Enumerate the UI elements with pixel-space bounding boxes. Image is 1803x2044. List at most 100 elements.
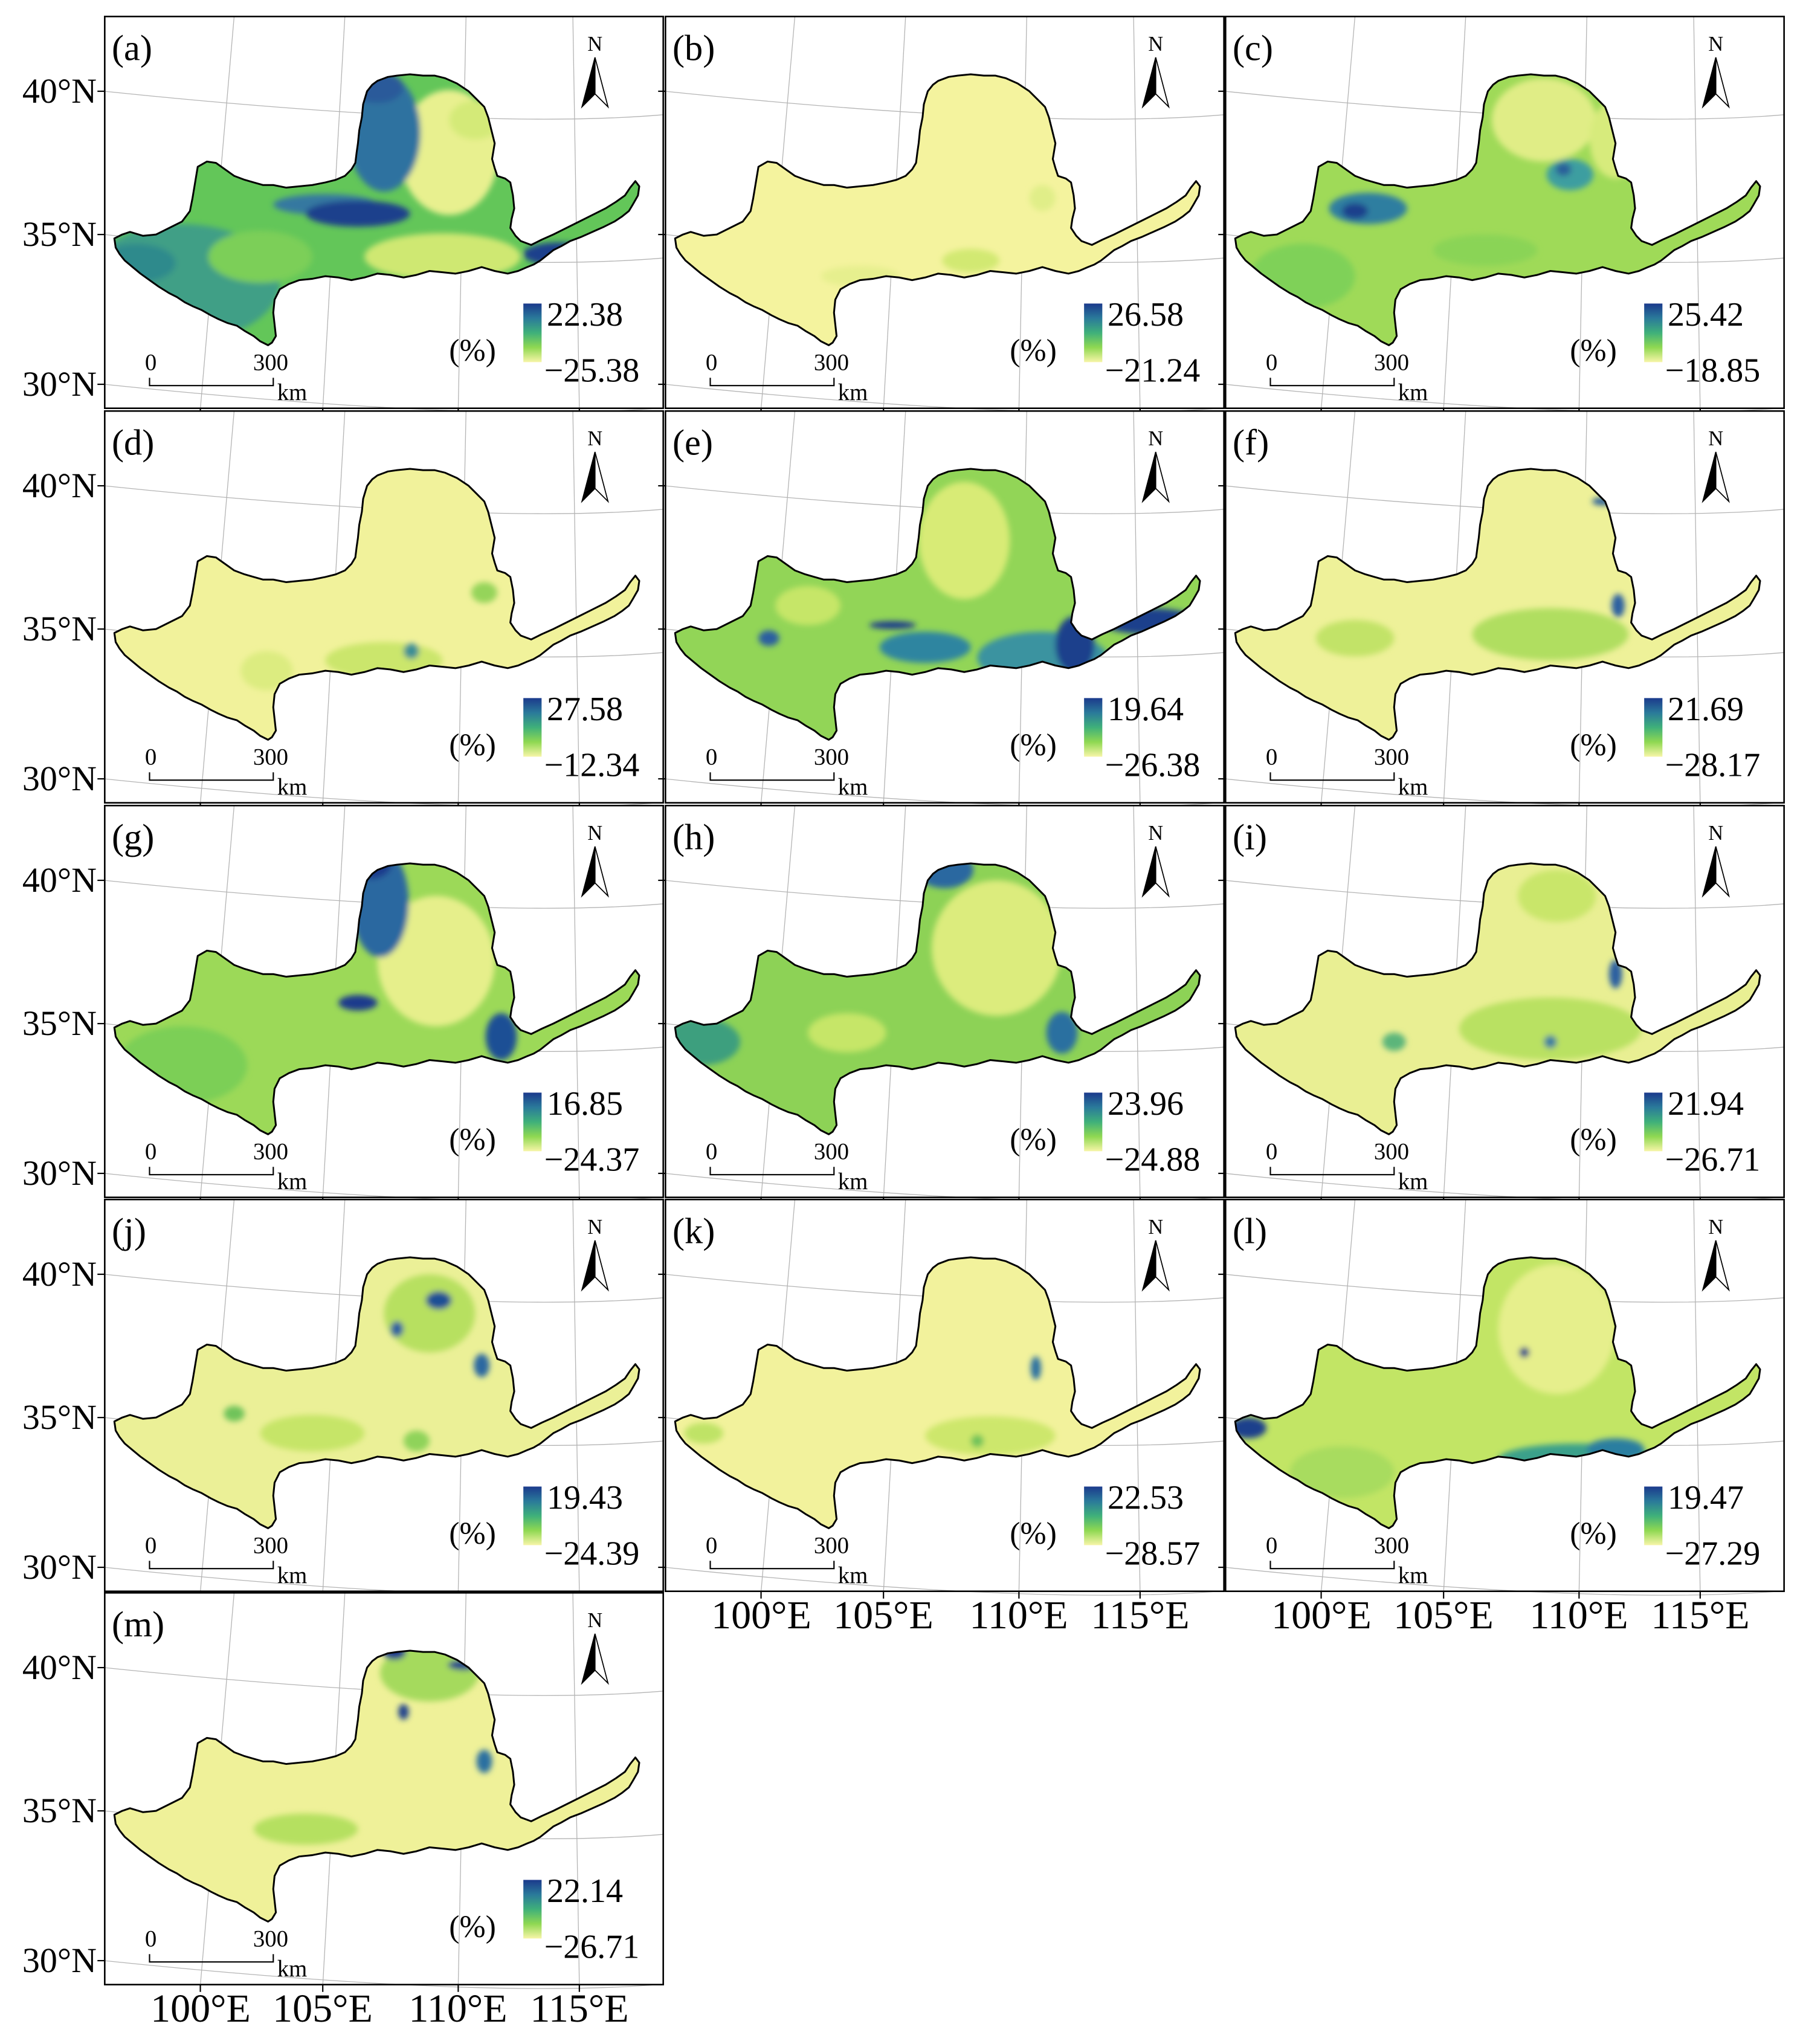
basin-boundary — [674, 1256, 1201, 1529]
north-label: N — [1148, 427, 1163, 450]
raster-patch — [925, 1416, 1056, 1456]
north-arrow-icon: N — [581, 33, 609, 109]
colorbar-legend: 19.43 −24.39 (%) — [449, 1479, 639, 1573]
basin-raster — [114, 469, 640, 740]
map-canvas: (e) N 19.64 −26.38 (%) 0 300 km — [658, 410, 1225, 810]
raster-patch — [384, 1274, 476, 1353]
colorbar-min-label: −26.71 — [544, 1929, 640, 1966]
raster-patch — [1029, 185, 1056, 211]
scale-bar: 0 300 km — [706, 1138, 868, 1194]
raster-patch — [808, 1013, 886, 1053]
north-arrow-icon: N — [581, 822, 609, 898]
latitude-label: 35°N — [22, 1004, 97, 1043]
raster-patch — [377, 895, 495, 1027]
colorbar-min-label: −28.17 — [1665, 747, 1761, 784]
scale-start-label: 0 — [1266, 1532, 1277, 1558]
latitude-label: 35°N — [22, 1791, 97, 1830]
colorbar — [523, 1092, 542, 1152]
raster-patch — [347, 74, 421, 192]
raster-patch — [474, 1353, 490, 1378]
map-panel-e: (e) N 19.64 −26.38 (%) 0 300 km — [658, 410, 1225, 810]
colorbar — [523, 303, 542, 363]
scale-start-label: 0 — [145, 1138, 156, 1164]
colorbar-max-label: 19.47 — [1668, 1479, 1744, 1517]
basin-boundary — [674, 862, 1201, 1135]
map-panel-l: (l) N 19.47 −27.29 (%) 0 300 km — [1218, 1198, 1785, 1599]
map-panel-h: (h) N 23.96 −24.88 (%) 0 300 km — [658, 804, 1225, 1205]
latitude-label: 30°N — [22, 1547, 97, 1587]
basin-raster — [1235, 74, 1761, 346]
scale-end-label: 300 — [253, 1532, 288, 1558]
panel-label: (m) — [112, 1604, 164, 1645]
colorbar-legend: 27.58 −12.34 (%) — [449, 691, 639, 784]
basin-fill — [1235, 469, 1761, 740]
panel-frame — [1225, 16, 1785, 409]
scale-bar-line — [149, 378, 274, 387]
graticule-meridian — [1133, 804, 1141, 1199]
colorbar — [1644, 1092, 1663, 1152]
panel-label: (e) — [672, 422, 713, 463]
colorbar-max-label: 19.43 — [547, 1479, 623, 1517]
map-canvas: (g) N 16.85 −24.37 (%) 0 300 km — [97, 804, 665, 1205]
colorbar-min-label: −28.57 — [1105, 1535, 1201, 1573]
colorbar-min-label: −26.38 — [1105, 747, 1201, 784]
scale-unit-label: km — [1398, 1562, 1428, 1588]
scale-bar: 0 300 km — [1266, 1532, 1428, 1588]
basin-boundary — [1234, 1256, 1761, 1529]
north-label: N — [1148, 33, 1163, 56]
panel-frame — [665, 16, 1225, 409]
raster-patch — [1498, 1263, 1616, 1394]
raster-patch — [425, 1291, 452, 1310]
raster-patch — [208, 230, 312, 283]
longitude-label: 115°E — [1091, 1593, 1190, 1637]
map-canvas: (a) N 22.38 −25.38 (%) 0 300 km — [97, 15, 665, 416]
graticule-meridian — [572, 15, 580, 410]
graticule-meridian — [572, 410, 580, 804]
scale-start-label: 0 — [145, 349, 156, 375]
colorbar — [523, 1486, 542, 1546]
panel-label: (c) — [1233, 28, 1273, 68]
raster-patch — [758, 630, 779, 646]
graticule-meridian — [572, 1591, 580, 1986]
colorbar-max-label: 23.96 — [1108, 1085, 1184, 1123]
basin-boundary — [113, 862, 640, 1135]
scale-bar: 0 300 km — [1266, 349, 1428, 405]
panel-label: (g) — [112, 817, 154, 857]
longitude-label: 100°E — [1271, 1593, 1372, 1637]
axis-ticks — [658, 1273, 1141, 1599]
latitude-label: 40°N — [22, 1648, 97, 1687]
basin-fill — [1235, 863, 1761, 1135]
colorbar-max-label: 22.53 — [1108, 1479, 1184, 1517]
graticule-parallel — [103, 1960, 665, 1989]
longitude-label: 110°E — [408, 1987, 508, 2031]
colorbar-legend: 22.14 −26.71 (%) — [449, 1872, 639, 1966]
unit-label: (%) — [1010, 334, 1057, 368]
raster-patch — [338, 995, 378, 1011]
basin-fill — [675, 74, 1201, 346]
scale-bar: 0 300 km — [706, 1532, 868, 1588]
north-label: N — [1708, 427, 1723, 450]
scale-start-label: 0 — [706, 744, 717, 770]
scale-end-label: 300 — [1374, 744, 1409, 770]
scale-bar: 0 300 km — [145, 1532, 307, 1588]
basin-fill — [114, 1257, 640, 1529]
scale-bar-line — [1269, 772, 1395, 781]
north-arrow-right-half — [594, 451, 609, 503]
scale-bar-line — [709, 1561, 835, 1570]
scale-bar: 0 300 km — [145, 349, 307, 405]
panel-frame — [104, 410, 664, 804]
basin-raster — [675, 1257, 1201, 1529]
basin-fill — [1235, 74, 1761, 346]
scale-bar-line — [1269, 1561, 1395, 1570]
raster-patch — [485, 1013, 517, 1060]
raster-patch — [1611, 593, 1625, 617]
colorbar-legend: 21.69 −28.17 (%) — [1570, 691, 1760, 784]
north-arrow-icon: N — [1701, 822, 1730, 898]
colorbar — [1084, 1092, 1103, 1152]
scale-unit-label: km — [1398, 379, 1428, 405]
unit-label: (%) — [449, 1517, 496, 1551]
north-arrow-right-half — [1155, 1240, 1170, 1292]
panel-frame — [1225, 410, 1785, 804]
scale-end-label: 300 — [253, 744, 288, 770]
colorbar-min-label: −25.38 — [544, 352, 640, 390]
